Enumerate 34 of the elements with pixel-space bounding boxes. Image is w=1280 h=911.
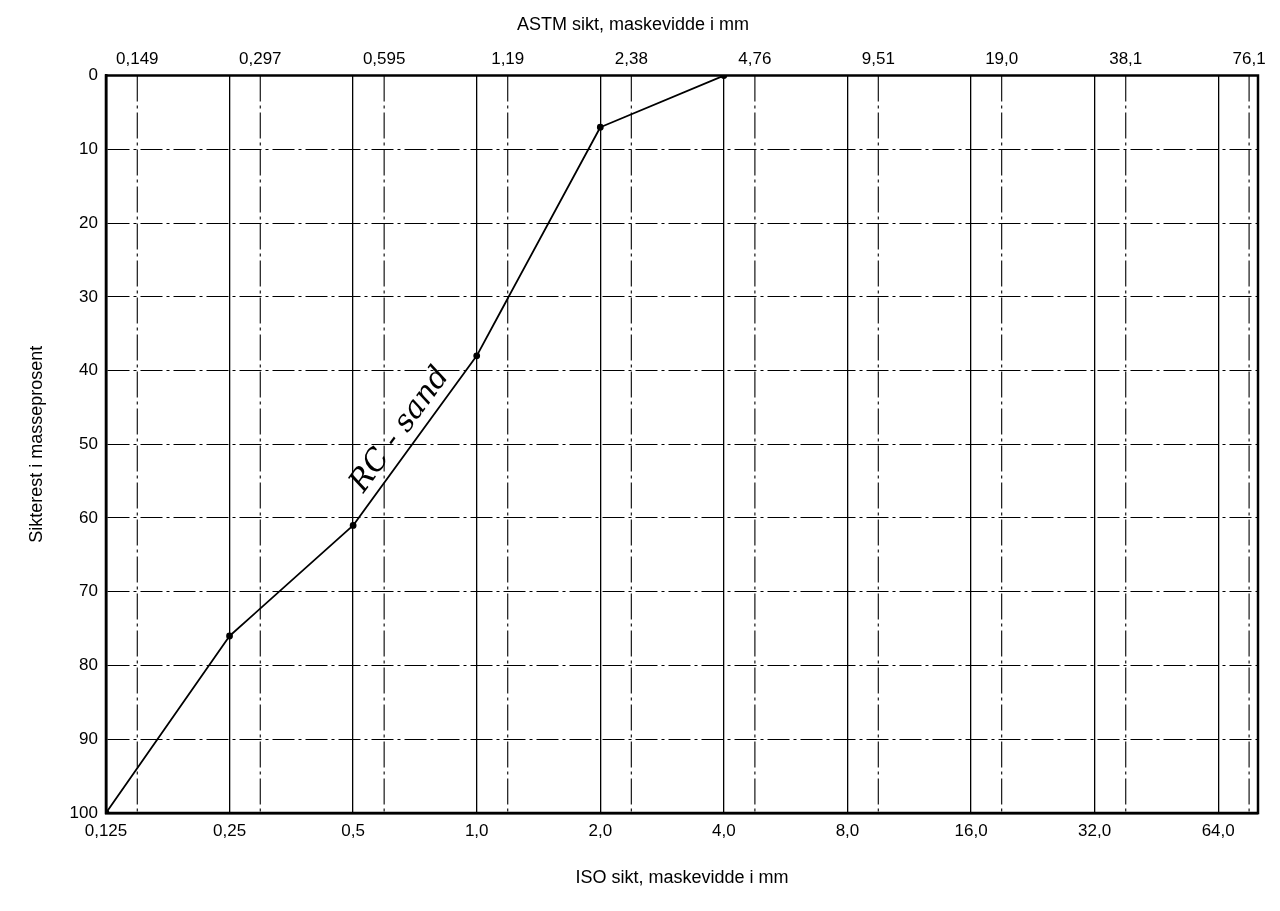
x-tick-label: 0,5 xyxy=(341,820,365,840)
ref-line-label: 0,149 xyxy=(116,48,159,68)
y-tick-label: 90 xyxy=(79,728,98,748)
x-tick-label: 0,125 xyxy=(84,820,128,840)
x-axis-title: ISO sikt, maskevidde i mm xyxy=(575,867,789,888)
x-tick-label: 1,0 xyxy=(464,820,489,840)
y-axis-title: Sikterest i masseprosent xyxy=(25,345,46,543)
ref-line-label: 2,38 xyxy=(614,48,648,68)
x-tick-label: 64,0 xyxy=(1201,820,1235,840)
y-tick-label: 60 xyxy=(79,507,98,527)
ref-line-label: 0,595 xyxy=(362,48,406,68)
y-tick-label: 20 xyxy=(79,212,98,232)
x-tick-label: 4,0 xyxy=(712,820,736,840)
y-tick-label: 40 xyxy=(79,360,98,380)
ref-line-label: 0,297 xyxy=(238,48,282,68)
y-tick-label: 10 xyxy=(79,139,98,159)
x-tick-label: 32,0 xyxy=(1078,820,1112,840)
x-tick-label: 8,0 xyxy=(835,820,860,840)
x-tick-label: 0,25 xyxy=(213,820,247,840)
y-tick-label: 100 xyxy=(69,802,98,822)
ref-line-label: 9,51 xyxy=(861,48,895,68)
y-tick-label: 70 xyxy=(79,581,98,601)
x-tick-label: 2,0 xyxy=(588,820,613,840)
ref-line-label: 19,0 xyxy=(985,48,1019,68)
y-tick-label: 80 xyxy=(79,655,98,675)
y-tick-label: 50 xyxy=(79,433,98,453)
ref-line-label: 76,1 xyxy=(1232,48,1266,68)
ref-line-label: 1,19 xyxy=(491,48,525,68)
y-tick-label: 30 xyxy=(79,286,98,306)
ref-line-label: 4,76 xyxy=(738,48,772,68)
x-tick-label: 16,0 xyxy=(954,820,988,840)
chart-title: ASTM sikt, maskevidde i mm xyxy=(516,13,750,34)
ref-line-label: 38,1 xyxy=(1109,48,1143,68)
y-tick-label: 0 xyxy=(88,65,98,85)
